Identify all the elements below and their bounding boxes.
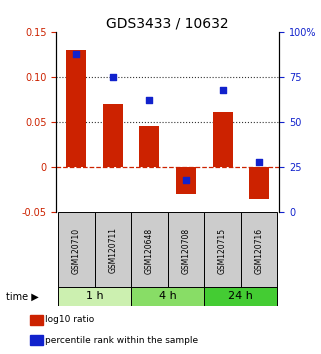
Text: time ▶: time ▶ bbox=[6, 291, 39, 302]
Bar bbox=[249, 167, 269, 199]
Bar bbox=[66, 50, 86, 167]
Bar bbox=[58, 287, 131, 306]
Title: GDS3433 / 10632: GDS3433 / 10632 bbox=[106, 17, 229, 31]
Point bbox=[147, 98, 152, 103]
Text: GSM120715: GSM120715 bbox=[218, 227, 227, 274]
Bar bbox=[241, 212, 277, 289]
Point bbox=[256, 159, 262, 165]
Bar bbox=[213, 112, 233, 167]
Bar bbox=[95, 212, 131, 289]
Bar bbox=[204, 287, 277, 306]
Text: GSM120648: GSM120648 bbox=[145, 227, 154, 274]
Bar bbox=[168, 212, 204, 289]
Point bbox=[183, 177, 188, 183]
Bar bbox=[131, 212, 168, 289]
Bar bbox=[139, 126, 160, 167]
Text: GSM120708: GSM120708 bbox=[181, 227, 190, 274]
Bar bbox=[176, 167, 196, 194]
Bar bbox=[204, 212, 241, 289]
Text: percentile rank within the sample: percentile rank within the sample bbox=[45, 336, 198, 345]
Point bbox=[110, 74, 116, 80]
Text: log10 ratio: log10 ratio bbox=[45, 315, 94, 324]
Text: 24 h: 24 h bbox=[229, 291, 253, 302]
Bar bbox=[30, 335, 43, 346]
Text: 4 h: 4 h bbox=[159, 291, 177, 302]
Bar bbox=[30, 315, 43, 325]
Bar bbox=[131, 287, 204, 306]
Point bbox=[74, 51, 79, 56]
Text: GSM120711: GSM120711 bbox=[108, 228, 117, 273]
Point bbox=[220, 87, 225, 92]
Bar bbox=[103, 104, 123, 167]
Text: GSM120716: GSM120716 bbox=[255, 227, 264, 274]
Text: GSM120710: GSM120710 bbox=[72, 227, 81, 274]
Text: 1 h: 1 h bbox=[86, 291, 103, 302]
Bar bbox=[58, 212, 95, 289]
